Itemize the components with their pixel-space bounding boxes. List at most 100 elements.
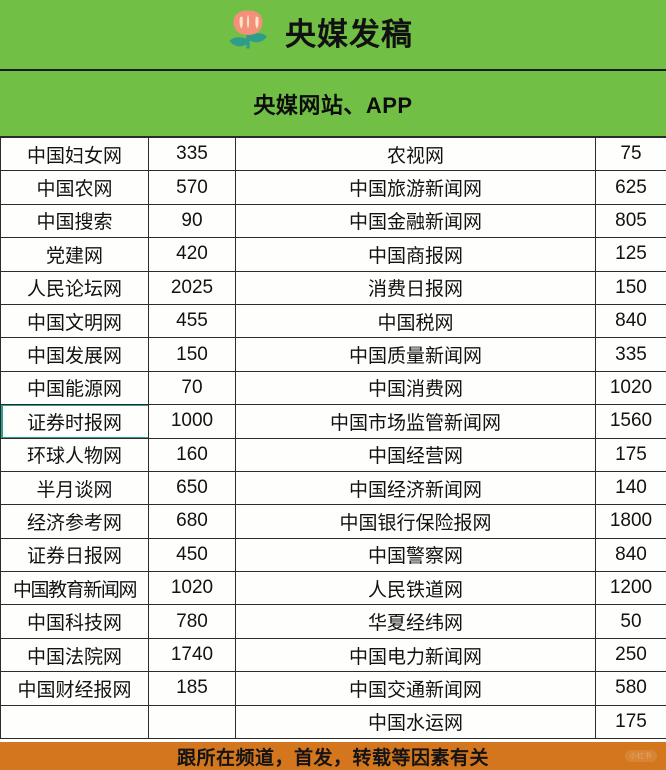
cell-media-name-left[interactable]: 人民论坛网 bbox=[0, 270, 149, 305]
table-row[interactable]: 人民论坛网 2025 消费日报网 150 bbox=[0, 270, 666, 305]
table-row[interactable]: 中国法院网 1740 中国电力新闻网 250 bbox=[0, 637, 666, 673]
cell-media-name-right[interactable]: 中国税网 bbox=[235, 303, 596, 339]
table-row[interactable]: 证券时报网 1000 中国市场监管新闻网 1560 bbox=[0, 404, 666, 439]
cell-media-name-right[interactable]: 中国市场监管新闻网 bbox=[235, 404, 596, 439]
cell-price-right[interactable]: 150 bbox=[595, 270, 666, 305]
cell-price-left[interactable]: 185 bbox=[148, 671, 236, 706]
table-row[interactable]: 中国农网 570 中国旅游新闻网 625 bbox=[0, 170, 666, 205]
table-row[interactable]: 中国能源网 70 中国消费网 1020 bbox=[0, 370, 666, 406]
cell-media-name-right[interactable]: 中国电力新闻网 bbox=[235, 637, 596, 673]
cell-price-left[interactable] bbox=[148, 704, 236, 740]
cell-media-name-left[interactable]: 经济参考网 bbox=[0, 504, 149, 539]
watermark-label: 小红书 bbox=[624, 750, 657, 762]
cell-price-right[interactable]: 1560 bbox=[595, 404, 666, 439]
cell-media-name-left[interactable]: 中国文明网 bbox=[0, 303, 149, 339]
cell-price-left[interactable]: 1020 bbox=[148, 571, 236, 606]
cell-price-left[interactable]: 1000 bbox=[148, 404, 236, 439]
cell-media-name-right[interactable]: 中国质量新闻网 bbox=[235, 337, 596, 372]
table-row[interactable]: 中国科技网 780 华夏经纬网 50 bbox=[0, 604, 666, 639]
subtitle-text: 央媒网站、APP bbox=[253, 92, 413, 118]
cell-media-name-left[interactable]: 中国搜索 bbox=[0, 203, 149, 239]
page-title: 央媒发稿 bbox=[285, 17, 413, 52]
cell-media-name-right[interactable]: 中国警察网 bbox=[235, 537, 596, 573]
cell-price-right[interactable]: 75 bbox=[595, 136, 666, 172]
cell-media-name-left[interactable]: 中国财经报网 bbox=[0, 671, 149, 706]
media-price-table: 中国妇女网 335 农视网 75 中国农网 570 中国旅游新闻网 625 中国搜索 90 中国金融… bbox=[0, 136, 666, 740]
table-row[interactable]: 中国发展网 150 中国质量新闻网 335 bbox=[0, 337, 666, 372]
cell-price-right[interactable]: 250 bbox=[595, 637, 666, 673]
footer-banner: 跟所在频道，首发，转载等因素有关 小红书 bbox=[0, 742, 666, 770]
cell-media-name-left[interactable]: 中国法院网 bbox=[0, 637, 149, 673]
table-body: 中国妇女网 335 农视网 75 中国农网 570 中国旅游新闻网 625 中国搜索 90 中国金融… bbox=[0, 136, 666, 740]
cell-media-name-right[interactable]: 中国旅游新闻网 bbox=[235, 170, 596, 205]
cell-price-right[interactable]: 1200 bbox=[595, 571, 666, 606]
table-row[interactable]: 中国水运网 175 bbox=[0, 704, 666, 740]
cell-price-right[interactable]: 840 bbox=[595, 303, 666, 339]
cell-price-left[interactable]: 680 bbox=[148, 504, 236, 539]
cell-media-name-right[interactable]: 人民铁道网 bbox=[235, 571, 596, 606]
table-row[interactable]: 中国文明网 455 中国税网 840 bbox=[0, 303, 666, 339]
cell-media-name-left[interactable]: 半月谈网 bbox=[0, 470, 149, 506]
cell-price-right[interactable]: 140 bbox=[595, 470, 666, 506]
cell-media-name-right[interactable]: 中国水运网 bbox=[235, 704, 596, 740]
cell-price-right[interactable]: 1020 bbox=[595, 370, 666, 406]
cell-media-name-left[interactable]: 证券时报网 bbox=[0, 404, 149, 439]
cell-price-left[interactable]: 420 bbox=[148, 237, 236, 272]
cell-price-right[interactable]: 175 bbox=[595, 704, 666, 740]
cell-media-name-left[interactable]: 中国科技网 bbox=[0, 604, 149, 639]
cell-media-name-right[interactable]: 中国交通新闻网 bbox=[235, 671, 596, 706]
table-row[interactable]: 中国搜索 90 中国金融新闻网 805 bbox=[0, 203, 666, 239]
cell-price-left[interactable]: 450 bbox=[148, 537, 236, 573]
table-row[interactable]: 证券日报网 450 中国警察网 840 bbox=[0, 537, 666, 573]
cell-price-left[interactable]: 150 bbox=[148, 337, 236, 372]
table-row[interactable]: 党建网 420 中国商报网 125 bbox=[0, 237, 666, 272]
cell-price-left[interactable]: 455 bbox=[148, 303, 236, 339]
cell-media-name-left[interactable]: 中国发展网 bbox=[0, 337, 149, 372]
table-row[interactable]: 环球人物网 160 中国经营网 175 bbox=[0, 437, 666, 472]
cell-price-right[interactable]: 580 bbox=[595, 671, 666, 706]
cell-price-left[interactable]: 335 bbox=[148, 136, 236, 172]
cell-media-name-right[interactable]: 中国金融新闻网 bbox=[235, 203, 596, 239]
cell-price-right[interactable]: 625 bbox=[595, 170, 666, 205]
cell-media-name-left[interactable]: 证券日报网 bbox=[0, 537, 149, 573]
table-row[interactable]: 中国教育新闻网 1020 人民铁道网 1200 bbox=[0, 571, 666, 606]
cell-media-name-right[interactable]: 华夏经纬网 bbox=[235, 604, 596, 639]
cell-media-name-left[interactable]: 党建网 bbox=[0, 237, 149, 272]
cell-media-name-right[interactable]: 农视网 bbox=[235, 136, 596, 172]
cell-media-name-left[interactable]: 中国农网 bbox=[0, 170, 149, 205]
cell-media-name-left[interactable]: 中国妇女网 bbox=[0, 136, 149, 172]
cell-media-name-right[interactable]: 中国消费网 bbox=[235, 370, 596, 406]
cell-price-left[interactable]: 90 bbox=[148, 203, 236, 239]
subtitle-banner: 央媒网站、APP bbox=[0, 71, 666, 137]
table-row[interactable]: 半月谈网 650 中国经济新闻网 140 bbox=[0, 470, 666, 506]
header-banner: 央媒发稿 bbox=[0, 0, 666, 71]
cell-price-right[interactable]: 50 bbox=[595, 604, 666, 639]
table-row[interactable]: 中国妇女网 335 农视网 75 bbox=[0, 136, 666, 172]
cell-price-left[interactable]: 780 bbox=[148, 604, 236, 639]
cell-price-right[interactable]: 1800 bbox=[595, 504, 666, 539]
cell-price-right[interactable]: 175 bbox=[595, 437, 666, 472]
cell-price-right[interactable]: 125 bbox=[595, 237, 666, 272]
cell-media-name-right[interactable]: 中国经营网 bbox=[235, 437, 596, 472]
cell-price-right[interactable]: 335 bbox=[595, 337, 666, 372]
table-row[interactable]: 经济参考网 680 中国银行保险报网 1800 bbox=[0, 504, 666, 539]
cell-media-name-left[interactable] bbox=[0, 704, 149, 740]
cell-price-left[interactable]: 570 bbox=[148, 170, 236, 205]
cell-price-right[interactable]: 840 bbox=[595, 537, 666, 573]
cell-media-name-right[interactable]: 中国商报网 bbox=[235, 237, 596, 272]
cell-price-left[interactable]: 70 bbox=[148, 370, 236, 406]
cell-media-name-left[interactable]: 环球人物网 bbox=[0, 437, 149, 472]
cell-price-right[interactable]: 805 bbox=[595, 203, 666, 239]
cell-price-left[interactable]: 2025 bbox=[148, 270, 236, 305]
cell-price-left[interactable]: 160 bbox=[148, 437, 236, 472]
cell-media-name-right[interactable]: 中国银行保险报网 bbox=[235, 504, 596, 539]
tulip-icon bbox=[225, 9, 271, 61]
cell-media-name-right[interactable]: 中国经济新闻网 bbox=[235, 470, 596, 506]
cell-media-name-left[interactable]: 中国教育新闻网 bbox=[0, 571, 149, 606]
cell-media-name-left[interactable]: 中国能源网 bbox=[0, 370, 149, 406]
table-row[interactable]: 中国财经报网 185 中国交通新闻网 580 bbox=[0, 671, 666, 706]
cell-media-name-right[interactable]: 消费日报网 bbox=[235, 270, 596, 305]
cell-price-left[interactable]: 650 bbox=[148, 470, 236, 506]
cell-price-left[interactable]: 1740 bbox=[148, 637, 236, 673]
